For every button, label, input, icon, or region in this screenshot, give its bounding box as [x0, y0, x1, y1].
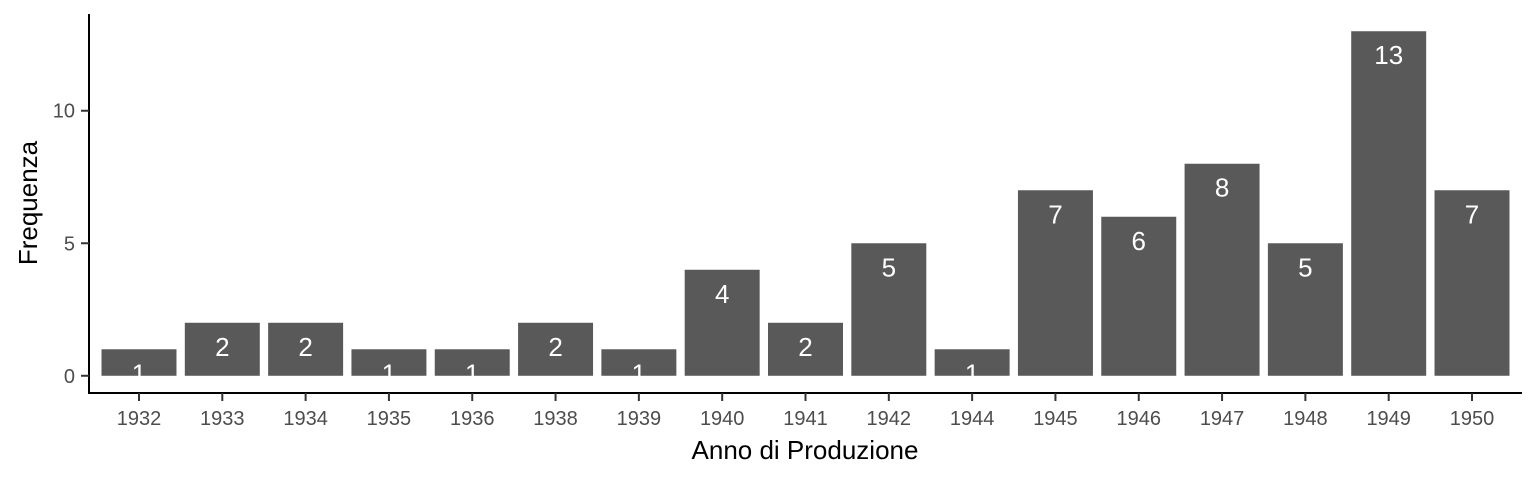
bar-1941 [768, 322, 843, 376]
x-tick-label-1936: 1936 [450, 408, 495, 430]
x-tick-label-1947: 1947 [1200, 408, 1245, 430]
y-ticks-group: 0 5 10 [53, 101, 89, 388]
x-tick-label-1949: 1949 [1366, 408, 1411, 430]
bar-1939 [601, 349, 677, 376]
data-label-1948: 5 [1298, 252, 1312, 282]
x-tick-label-1941: 1941 [783, 408, 828, 430]
x-tick-label-1934: 1934 [283, 408, 328, 430]
data-label-1944: 1 [965, 358, 979, 388]
bar-1932 [101, 349, 177, 376]
bar-1942 [851, 243, 927, 376]
bar-1947 [1184, 163, 1260, 376]
x-ticks-group: 1932 1933 1934 1935 1936 1938 1939 1940 1941 1942… [117, 393, 1495, 430]
x-tick-label-1933: 1933 [200, 408, 245, 430]
x-tick-label-1946: 1946 [1117, 408, 1162, 430]
bar-1938 [518, 322, 594, 376]
data-label-1946: 6 [1132, 226, 1146, 256]
data-label-1933: 2 [215, 332, 229, 362]
bar-1933 [184, 322, 260, 376]
x-tick-label-1948: 1948 [1283, 408, 1328, 430]
bar-1950 [1434, 190, 1510, 376]
x-tick-label-1939: 1939 [617, 408, 662, 430]
x-tick-label-1932: 1932 [117, 408, 162, 430]
x-tick-label-1945: 1945 [1033, 408, 1078, 430]
data-label-1950: 7 [1465, 199, 1479, 229]
data-label-1932: 1 [132, 358, 146, 388]
data-label-1949: 13 [1374, 40, 1403, 70]
data-label-1938: 2 [548, 332, 562, 362]
bar-1946 [1101, 216, 1177, 376]
y-tick-label-0: 0 [64, 366, 75, 388]
x-tick-label-1944: 1944 [950, 408, 995, 430]
y-axis-title: Frequenza [13, 140, 43, 265]
y-tick-label-10: 10 [53, 101, 75, 123]
x-tick-label-1940: 1940 [700, 408, 745, 430]
bar-1948 [1267, 243, 1343, 376]
bar-1936 [434, 349, 510, 376]
data-label-1934: 2 [298, 332, 312, 362]
data-label-1935: 1 [382, 358, 396, 388]
bar-1934 [268, 322, 344, 376]
bar-1949 [1351, 31, 1427, 376]
bar-1940 [684, 269, 760, 376]
data-label-1940: 4 [715, 279, 729, 309]
data-label-1942: 5 [882, 252, 896, 282]
data-labels-group: 1 2 2 1 1 2 1 4 2 5 1 7 6 8 5 13 7 [132, 40, 1479, 388]
x-tick-label-1938: 1938 [533, 408, 578, 430]
y-tick-label-5: 5 [64, 233, 75, 255]
bars-group [101, 31, 1510, 376]
x-axis-title: Anno di Produzione [692, 435, 919, 465]
x-tick-label-1935: 1935 [367, 408, 412, 430]
x-tick-label-1942: 1942 [867, 408, 912, 430]
data-label-1947: 8 [1215, 173, 1229, 203]
data-label-1936: 1 [465, 358, 479, 388]
data-label-1945: 7 [1048, 199, 1062, 229]
bar-1945 [1017, 190, 1093, 376]
data-label-1939: 1 [632, 358, 646, 388]
x-tick-label-1950: 1950 [1450, 408, 1495, 430]
data-label-1941: 2 [798, 332, 812, 362]
bar-1935 [351, 349, 427, 376]
bar-1944 [934, 349, 1010, 376]
